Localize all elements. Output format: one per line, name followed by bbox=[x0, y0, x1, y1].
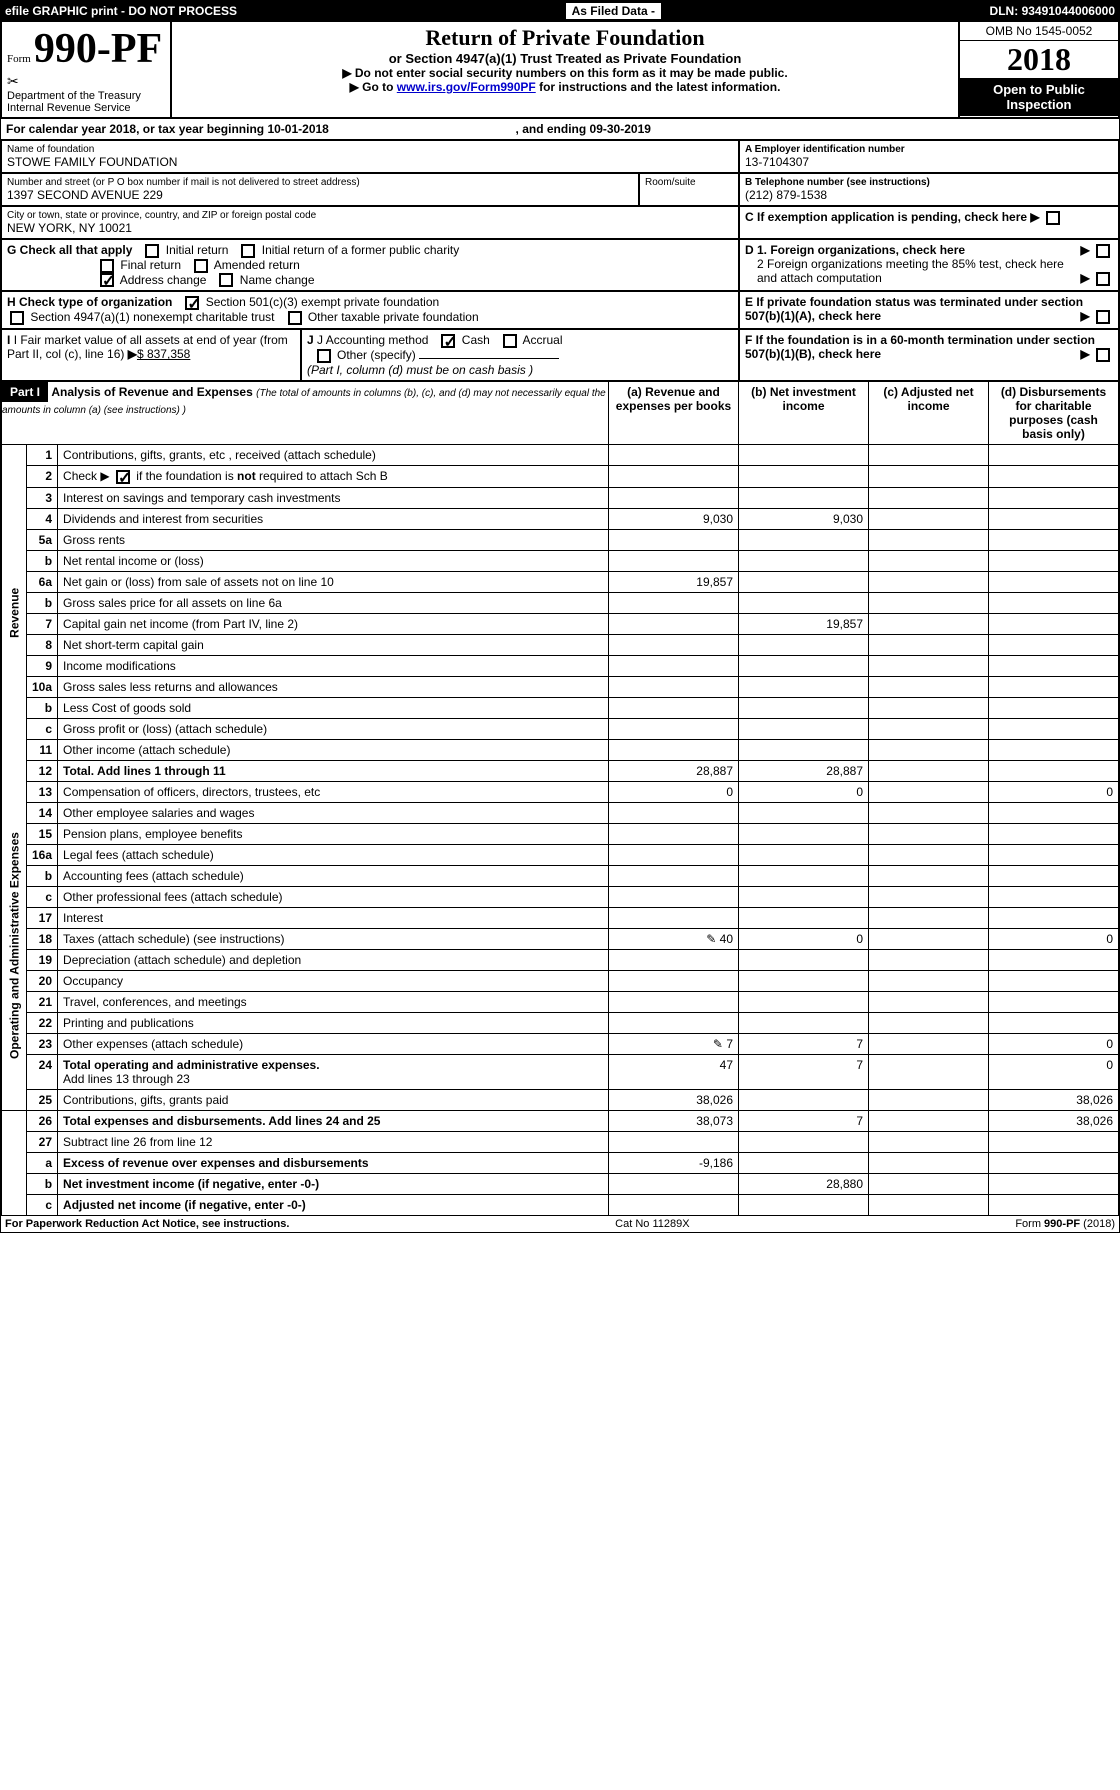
expenses-side-label: Operating and Administrative Expenses bbox=[2, 781, 27, 1110]
foundation-name: STOWE FAMILY FOUNDATION bbox=[7, 155, 733, 169]
checks-row-gd: G Check all that apply Initial return In… bbox=[1, 239, 1119, 291]
row-1: Revenue 1 Contributions, gifts, grants, … bbox=[2, 444, 1119, 465]
entity-row-2: Number and street (or P O box number if … bbox=[1, 173, 1119, 206]
row-14: 14Other employee salaries and wages bbox=[2, 802, 1119, 823]
as-filed-label: As Filed Data - bbox=[566, 3, 661, 19]
ein: 13-7104307 bbox=[745, 155, 1113, 169]
row-12: 12Total. Add lines 1 through 1128,88728,… bbox=[2, 760, 1119, 781]
row-22: 22Printing and publications bbox=[2, 1012, 1119, 1033]
h-other-checkbox[interactable] bbox=[288, 311, 302, 325]
h-501c3-checkbox[interactable] bbox=[185, 296, 199, 310]
name-change-checkbox[interactable] bbox=[219, 273, 233, 287]
row-10c: cGross profit or (loss) (attach schedule… bbox=[2, 718, 1119, 739]
row-7: 7Capital gain net income (from Part IV, … bbox=[2, 613, 1119, 634]
cash-checkbox[interactable] bbox=[441, 334, 455, 348]
row-8: 8Net short-term capital gain bbox=[2, 634, 1119, 655]
sch-b-checkbox[interactable] bbox=[116, 470, 130, 484]
row-19: 19Depreciation (attach schedule) and dep… bbox=[2, 949, 1119, 970]
revenue-side-label: Revenue bbox=[2, 444, 27, 781]
fmv-assets: $ 837,358 bbox=[137, 347, 190, 361]
form-page: efile GRAPHIC print - DO NOT PROCESS As … bbox=[0, 0, 1120, 1233]
other-method-checkbox[interactable] bbox=[317, 349, 331, 363]
exemption-pending-checkbox[interactable] bbox=[1046, 211, 1060, 225]
row-21: 21Travel, conferences, and meetings bbox=[2, 991, 1119, 1012]
row-9: 9Income modifications bbox=[2, 655, 1119, 676]
e-checkbox[interactable] bbox=[1096, 310, 1110, 324]
accrual-checkbox[interactable] bbox=[503, 334, 517, 348]
row-6a: 6aNet gain or (loss) from sale of assets… bbox=[2, 571, 1119, 592]
entity-row-1: Name of foundation STOWE FAMILY FOUNDATI… bbox=[1, 140, 1119, 173]
row-24: 24Total operating and administrative exp… bbox=[2, 1054, 1119, 1089]
address: 1397 SECOND AVENUE 229 bbox=[7, 188, 633, 202]
row-16a: 16aLegal fees (attach schedule) bbox=[2, 844, 1119, 865]
row-25: 25Contributions, gifts, grants paid38,02… bbox=[2, 1089, 1119, 1110]
efile-text: efile GRAPHIC print - DO NOT PROCESS bbox=[5, 4, 237, 18]
row-13: Operating and Administrative Expenses 13… bbox=[2, 781, 1119, 802]
row-27c: cAdjusted net income (if negative, enter… bbox=[2, 1194, 1119, 1215]
f-checkbox[interactable] bbox=[1096, 348, 1110, 362]
row-26: 26Total expenses and disbursements. Add … bbox=[2, 1110, 1119, 1131]
row-27a: aExcess of revenue over expenses and dis… bbox=[2, 1152, 1119, 1173]
row-4: 4Dividends and interest from securities9… bbox=[2, 508, 1119, 529]
row-23: 23Other expenses (attach schedule)✎ 770 bbox=[2, 1033, 1119, 1054]
h-4947-checkbox[interactable] bbox=[10, 311, 24, 325]
year-block: OMB No 1545-0052 2018 Open to Public Ins… bbox=[959, 21, 1119, 118]
row-11: 11Other income (attach schedule) bbox=[2, 739, 1119, 760]
efile-header: efile GRAPHIC print - DO NOT PROCESS As … bbox=[1, 1, 1119, 21]
tax-year-line: For calendar year 2018, or tax year begi… bbox=[1, 118, 1119, 140]
amended-return-checkbox[interactable] bbox=[194, 259, 208, 273]
checks-row-ijf: I I Fair market value of all assets at e… bbox=[1, 329, 1119, 381]
d2-checkbox[interactable] bbox=[1096, 272, 1110, 286]
row-2: 2 Check ▶ if the foundation is not requi… bbox=[2, 465, 1119, 487]
phone: (212) 879-1538 bbox=[745, 188, 1113, 202]
row-16b: bAccounting fees (attach schedule) bbox=[2, 865, 1119, 886]
initial-former-checkbox[interactable] bbox=[241, 244, 255, 258]
part1-label: Part I bbox=[2, 382, 48, 402]
row-3: 3Interest on savings and temporary cash … bbox=[2, 487, 1119, 508]
attachment-icon[interactable]: ✎ bbox=[706, 932, 716, 946]
row-16c: cOther professional fees (attach schedul… bbox=[2, 886, 1119, 907]
row-15: 15Pension plans, employee benefits bbox=[2, 823, 1119, 844]
row-6b: bGross sales price for all assets on lin… bbox=[2, 592, 1119, 613]
row-5b: bNet rental income or (loss) bbox=[2, 550, 1119, 571]
attachment-icon[interactable]: ✎ bbox=[713, 1037, 723, 1051]
row-10a: 10aGross sales less returns and allowanc… bbox=[2, 676, 1119, 697]
page-footer: For Paperwork Reduction Act Notice, see … bbox=[1, 1216, 1119, 1232]
initial-return-checkbox[interactable] bbox=[145, 244, 159, 258]
dln: DLN: 93491044006000 bbox=[990, 4, 1115, 18]
d1-checkbox[interactable] bbox=[1096, 244, 1110, 258]
entity-row-3: City or town, state or province, country… bbox=[1, 206, 1119, 239]
row-20: 20Occupancy bbox=[2, 970, 1119, 991]
title-block: Return of Private Foundation or Section … bbox=[171, 21, 959, 118]
irs-link[interactable]: www.irs.gov/Form990PF bbox=[397, 80, 536, 94]
part1-table: Part I Analysis of Revenue and Expenses … bbox=[1, 381, 1119, 1216]
row-5a: 5aGross rents bbox=[2, 529, 1119, 550]
city-state-zip: NEW YORK, NY 10021 bbox=[7, 221, 733, 235]
title-row: Form 990-PF ✂ Department of the Treasury… bbox=[1, 21, 1119, 118]
row-17: 17Interest bbox=[2, 907, 1119, 928]
row-27: 27Subtract line 26 from line 12 bbox=[2, 1131, 1119, 1152]
form-number-block: Form 990-PF ✂ Department of the Treasury… bbox=[1, 21, 171, 118]
row-10b: bLess Cost of goods sold bbox=[2, 697, 1119, 718]
address-change-checkbox[interactable] bbox=[100, 273, 114, 287]
checks-row-he: H Check type of organization Section 501… bbox=[1, 291, 1119, 329]
row-18: 18Taxes (attach schedule) (see instructi… bbox=[2, 928, 1119, 949]
row-27b: bNet investment income (if negative, ent… bbox=[2, 1173, 1119, 1194]
